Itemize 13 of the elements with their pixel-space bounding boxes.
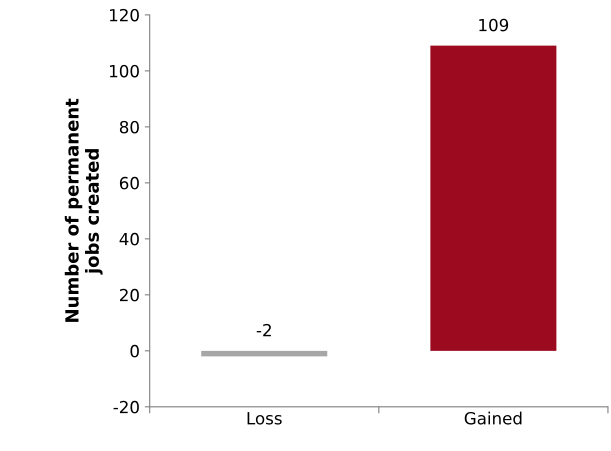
x-tick-label: Loss [248, 412, 282, 425]
data-label: -2 [256, 324, 271, 336]
y-tick-label: 40 [120, 232, 139, 246]
y-tick-label: 120 [110, 8, 139, 22]
y-tick-label: 0 [130, 344, 139, 358]
y-tick-label: 100 [110, 64, 139, 78]
y-tick-label: 80 [120, 120, 139, 134]
y-tick-label: 20 [120, 288, 139, 302]
y-tick-label: -20 [114, 400, 139, 414]
y-axis-title: Number of permanent jobs created [64, 98, 103, 322]
data-label: 109 [479, 18, 508, 32]
y-tick-label: 60 [120, 176, 139, 190]
x-tick-label: Gained [464, 412, 522, 425]
